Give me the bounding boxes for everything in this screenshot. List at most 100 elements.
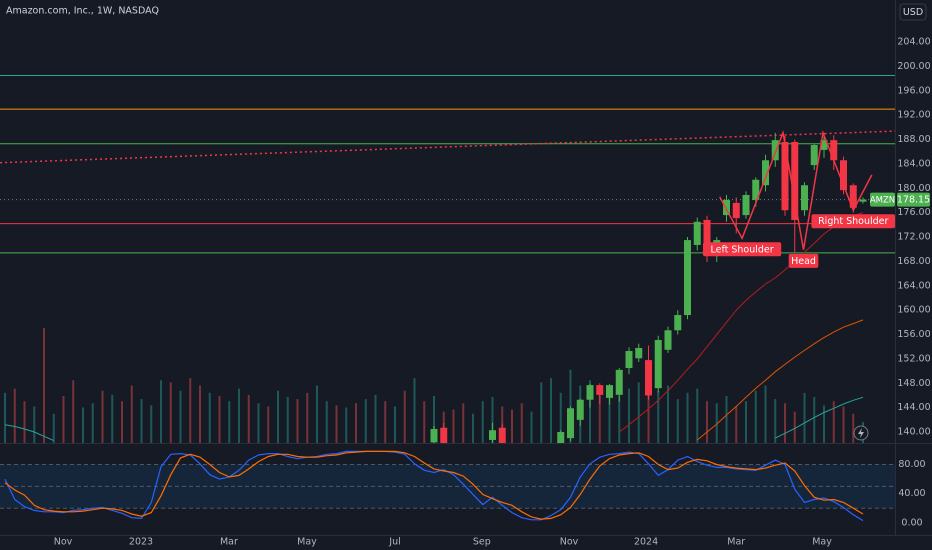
- y-tick-label: 204.00: [897, 37, 930, 48]
- volume-bar: [189, 378, 192, 443]
- volume-bar: [238, 388, 240, 443]
- candle-body: [645, 360, 652, 396]
- volume-bar: [257, 403, 260, 443]
- volume-bar: [676, 399, 679, 443]
- candle-body: [674, 315, 682, 331]
- volume-bar: [433, 395, 435, 443]
- volume-bar: [218, 395, 221, 443]
- oscillator-tick-label: 0.00: [901, 517, 922, 528]
- moving-average: [696, 319, 864, 441]
- volume-bar: [286, 397, 289, 443]
- candle-body: [781, 141, 789, 211]
- volume-bar: [550, 378, 552, 443]
- pattern-label: Head: [791, 256, 816, 267]
- volume-bar: [569, 369, 572, 443]
- pattern-label: Left Shoulder: [710, 244, 773, 255]
- volume-bar: [52, 413, 55, 443]
- volume-bar: [764, 385, 767, 443]
- y-tick-label: 176.00: [897, 207, 930, 218]
- candle-body: [742, 194, 750, 216]
- volume-bar: [169, 382, 172, 443]
- y-tick-label: 200.00: [897, 61, 930, 72]
- volume-bar: [208, 392, 211, 443]
- x-tick-label: Sep: [473, 537, 491, 548]
- volume-bar: [452, 409, 455, 443]
- y-tick-label: 172.00: [897, 232, 930, 243]
- y-tick-label: 188.00: [897, 134, 930, 145]
- volume-bar: [559, 392, 562, 443]
- volume-bar: [62, 395, 65, 443]
- volume-bar: [91, 403, 94, 443]
- volume-bar: [82, 407, 84, 443]
- oscillator-line: [4, 450, 864, 522]
- x-tick-label: Nov: [54, 537, 73, 548]
- volume-bar: [228, 401, 231, 443]
- candle-body: [430, 428, 438, 443]
- x-tick-label: 2024: [634, 537, 658, 548]
- volume-bar: [335, 405, 338, 443]
- volume-bar: [735, 406, 738, 443]
- volume-bar: [247, 394, 250, 443]
- volume-bar: [111, 394, 114, 443]
- volume-bar: [306, 392, 309, 443]
- currency-label[interactable]: USD: [903, 7, 923, 18]
- y-tick-label: 152.00: [897, 353, 930, 364]
- oscillator-tick-label: 80.00: [898, 459, 925, 470]
- chart-title: Amazon.com, Inc., 1W, NASDAQ: [6, 6, 159, 17]
- y-tick-label: 168.00: [897, 256, 930, 267]
- pattern-label-box: [788, 253, 819, 268]
- volume-bar: [745, 401, 747, 443]
- moving-average: [4, 396, 864, 442]
- volume-bar: [130, 385, 133, 443]
- volume-bar: [4, 392, 6, 443]
- price-tag-label: 178.15: [897, 195, 930, 206]
- volume-bar: [296, 399, 299, 443]
- volume-bar: [403, 390, 406, 443]
- volume-bar: [589, 380, 591, 443]
- candle-body: [664, 330, 672, 350]
- volume-bar: [140, 399, 143, 443]
- candle-body: [498, 427, 506, 443]
- y-tick-label: 148.00: [897, 378, 930, 389]
- currency-button[interactable]: [899, 3, 927, 21]
- volume-bar: [481, 401, 484, 443]
- volume-bar: [150, 405, 153, 443]
- x-tick-label: May: [812, 537, 832, 548]
- y-tick-label: 196.00: [897, 85, 930, 96]
- candle-body: [801, 185, 808, 211]
- volume-bar: [384, 401, 387, 443]
- volume-bar: [715, 403, 718, 443]
- volume-bar: [540, 382, 543, 443]
- volume-bar: [355, 403, 357, 443]
- volume-bar: [345, 407, 348, 443]
- trendline: [0, 130, 895, 164]
- candle-body: [625, 350, 633, 369]
- y-tick-label: 184.00: [897, 158, 930, 169]
- volume-bar: [72, 380, 75, 443]
- candle-body: [771, 140, 779, 161]
- candle-body: [762, 160, 769, 186]
- volume-bar: [696, 388, 699, 443]
- volume-bar: [160, 380, 162, 443]
- oscillator-tick-label: 40.00: [898, 488, 925, 499]
- volume-bar: [657, 390, 660, 443]
- volume-bar: [530, 411, 533, 443]
- volume-bar: [598, 390, 601, 443]
- symbol-tag-label: AMZN: [870, 196, 895, 206]
- y-tick-label: 192.00: [897, 110, 930, 121]
- pattern-label: Right Shoulder: [818, 216, 888, 227]
- candle-body: [791, 141, 799, 220]
- volume-bar: [823, 405, 825, 443]
- candle-body: [440, 427, 448, 443]
- volume-bar: [423, 401, 426, 443]
- candle-body: [684, 240, 691, 316]
- candle-body: [752, 179, 760, 200]
- candle-body: [586, 385, 594, 400]
- volume-bar: [101, 390, 104, 443]
- candle-body: [489, 430, 496, 440]
- alert-icon-bolt[interactable]: [858, 428, 864, 438]
- volume-bar: [413, 378, 416, 443]
- y-tick-label: 160.00: [897, 305, 930, 316]
